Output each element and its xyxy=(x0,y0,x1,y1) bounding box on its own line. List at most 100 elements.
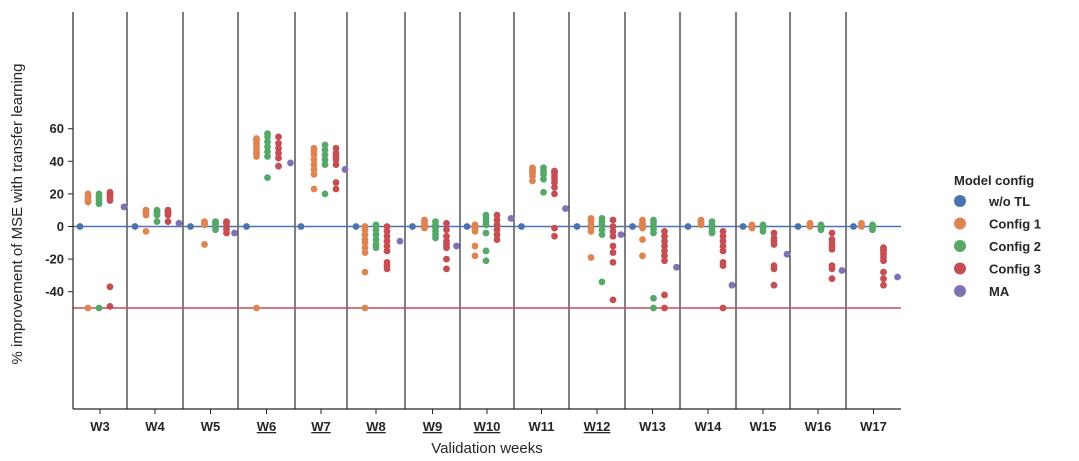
y-tick-label: 40 xyxy=(50,154,64,169)
data-point xyxy=(372,244,380,252)
legend-marker xyxy=(954,240,966,252)
data-point xyxy=(587,254,595,261)
data-point xyxy=(332,156,340,164)
data-point xyxy=(551,179,558,186)
data-point xyxy=(697,221,705,229)
data-point xyxy=(361,239,369,247)
data-point xyxy=(432,234,439,242)
data-point xyxy=(650,304,657,312)
data-point xyxy=(598,226,606,234)
x-tick-label: W16 xyxy=(805,419,832,434)
data-point xyxy=(321,156,329,164)
data-point xyxy=(201,241,208,248)
data-point xyxy=(661,247,668,255)
data-point xyxy=(383,232,391,240)
data-point xyxy=(212,226,219,234)
data-point xyxy=(332,144,340,152)
x-tick-label: W15 xyxy=(750,419,777,434)
y-tick-label: 0 xyxy=(57,219,64,234)
data-point xyxy=(650,294,657,302)
data-point xyxy=(275,149,282,157)
data-point xyxy=(719,262,727,270)
data-point xyxy=(332,179,340,186)
data-point xyxy=(223,229,230,237)
data-point xyxy=(463,223,471,230)
data-point xyxy=(639,224,646,232)
data-point xyxy=(275,144,282,152)
data-point xyxy=(243,223,250,230)
data-point xyxy=(264,174,271,182)
data-point xyxy=(719,242,727,250)
data-point xyxy=(609,232,617,240)
data-point xyxy=(869,226,876,234)
data-point xyxy=(253,304,260,312)
data-point xyxy=(609,296,617,304)
data-point xyxy=(275,139,282,147)
data-point xyxy=(598,278,606,286)
data-point xyxy=(264,138,271,146)
x-tick-label: W7 xyxy=(311,419,331,434)
data-point xyxy=(361,244,369,252)
data-point xyxy=(817,226,825,234)
data-point xyxy=(661,304,668,312)
data-point xyxy=(187,223,194,230)
data-point xyxy=(383,265,391,273)
data-point xyxy=(287,159,294,167)
data-point xyxy=(828,245,836,253)
data-point xyxy=(131,223,139,230)
data-point xyxy=(684,223,692,230)
data-point xyxy=(551,224,558,232)
data-point xyxy=(310,170,318,178)
data-point xyxy=(858,223,865,230)
data-point xyxy=(310,156,318,164)
data-point xyxy=(142,227,150,235)
legend-marker xyxy=(954,217,966,230)
data-point xyxy=(383,247,391,255)
data-point xyxy=(471,252,479,260)
data-point xyxy=(361,231,369,239)
data-point xyxy=(529,177,536,185)
axes: -40 -20 0 20 40 60 W3 W4 W5 W6 W7 W8 W9 W10 W11 W12 W13 W… xyxy=(45,12,901,434)
data-point xyxy=(153,218,161,226)
data-point xyxy=(201,221,208,229)
data-point xyxy=(310,161,318,168)
data-point xyxy=(482,229,490,237)
data-point xyxy=(562,205,569,212)
data-point xyxy=(372,221,380,229)
data-point xyxy=(661,257,668,265)
data-point xyxy=(231,229,238,237)
data-point xyxy=(383,227,391,235)
data-point xyxy=(383,242,391,250)
data-point xyxy=(573,223,581,230)
data-point xyxy=(794,223,802,230)
data-point xyxy=(493,221,501,229)
data-point xyxy=(275,162,282,170)
data-point xyxy=(142,211,150,219)
data-point xyxy=(95,304,103,312)
data-point xyxy=(529,172,536,180)
data-point xyxy=(264,133,271,141)
data-point xyxy=(708,229,716,237)
data-point xyxy=(609,242,617,250)
data-point xyxy=(770,241,778,248)
data-point xyxy=(518,223,525,230)
data-point xyxy=(383,237,391,245)
data-point xyxy=(661,232,668,240)
x-tick-label: W8 xyxy=(366,419,386,434)
legend-marker xyxy=(954,262,966,275)
x-tick-label: W9 xyxy=(423,419,443,434)
data-point xyxy=(770,229,778,237)
legend: Model config w/o TL Config 1 Config 2 Confi… xyxy=(954,173,1041,299)
data-point xyxy=(443,265,450,273)
data-point xyxy=(482,257,490,265)
data-point xyxy=(629,223,636,230)
data-point xyxy=(639,252,646,260)
data-point xyxy=(719,227,727,235)
data-points xyxy=(76,130,901,312)
data-point xyxy=(372,226,380,234)
data-point xyxy=(728,281,736,289)
data-point xyxy=(106,283,114,291)
data-point xyxy=(264,143,271,151)
data-point xyxy=(540,175,547,183)
